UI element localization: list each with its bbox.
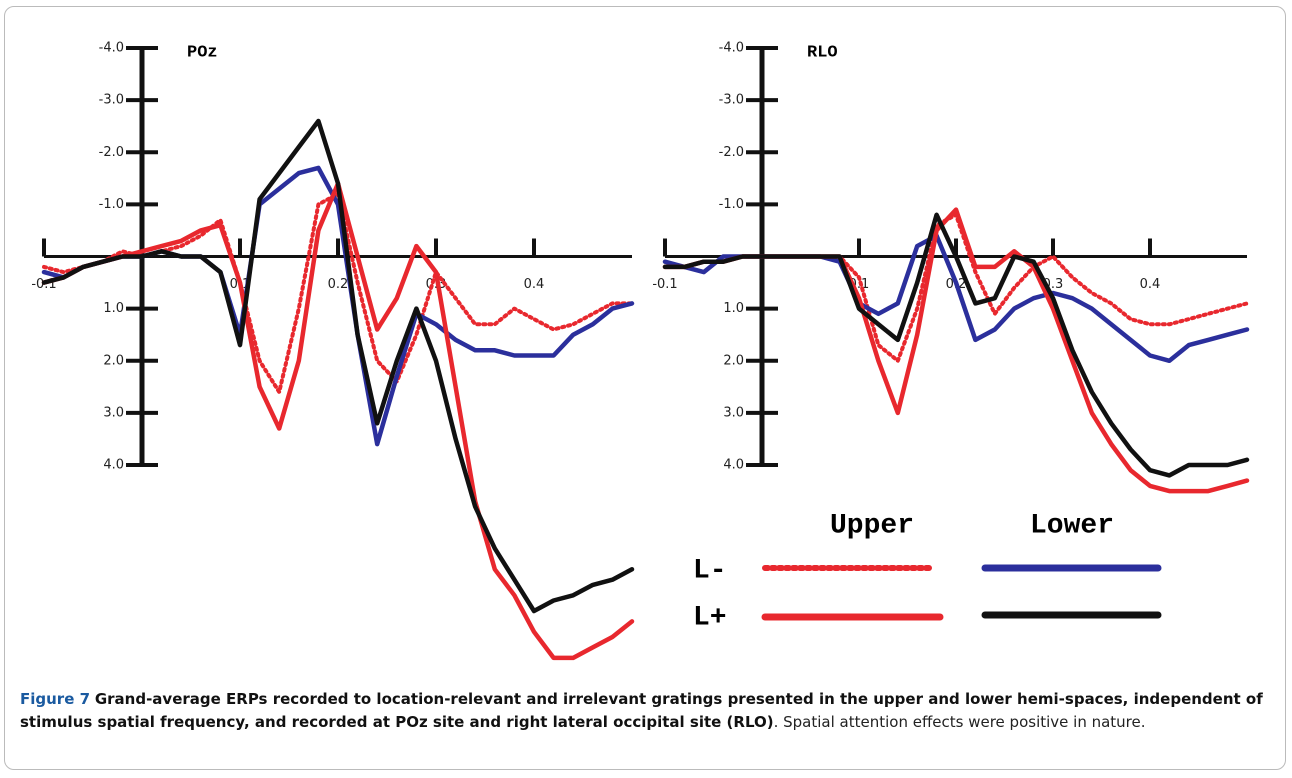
x-tick-label: -0.1	[652, 277, 677, 292]
y-tick-label: -3.0	[719, 93, 744, 108]
y-tick-label: -1.0	[99, 197, 124, 212]
y-tick-label: 3.0	[723, 405, 744, 420]
legend-column: Lower	[1030, 510, 1114, 541]
caption: Figure 7 Grand-average ERPs recorded to …	[20, 688, 1272, 734]
legend-row: L+	[693, 602, 727, 633]
y-tick-label: -1.0	[719, 197, 744, 212]
legend-row: L-	[693, 555, 727, 586]
y-tick-label: -3.0	[99, 93, 124, 108]
y-tick-label: -2.0	[99, 145, 124, 160]
figure-frame	[4, 6, 1286, 770]
chart-title: POz	[187, 43, 218, 62]
caption-text: . Spatial attention effects were positiv…	[773, 713, 1146, 731]
y-tick-label: -2.0	[719, 145, 744, 160]
caption-label: Figure 7	[20, 690, 91, 708]
erp-line	[41, 165, 635, 447]
x-tick-label: 0.4	[524, 277, 545, 292]
y-tick-label: 1.0	[103, 301, 124, 316]
y-tick-label: 3.0	[103, 405, 124, 420]
y-tick-label: 1.0	[723, 301, 744, 316]
x-tick-label: 0.2	[328, 277, 349, 292]
y-tick-label: -4.0	[719, 41, 744, 56]
x-tick-label: 0.4	[1140, 277, 1161, 292]
chart-title: RLO	[807, 43, 838, 62]
y-tick-label: 2.0	[103, 353, 124, 368]
erp-line	[41, 118, 635, 614]
y-tick-label: 2.0	[723, 353, 744, 368]
y-tick-label: -4.0	[99, 41, 124, 56]
legend-column: Upper	[830, 510, 914, 541]
erp-line	[662, 212, 1250, 478]
y-tick-label: 4.0	[723, 458, 744, 473]
figure: Upper Lower L- L+ POz -4.0 -3.0 -2.0 -1.0 1.0…	[31, 41, 1250, 661]
caption-bold: Grand-average ERPs recorded to location-…	[20, 690, 1263, 731]
y-tick-label: 4.0	[103, 458, 124, 473]
